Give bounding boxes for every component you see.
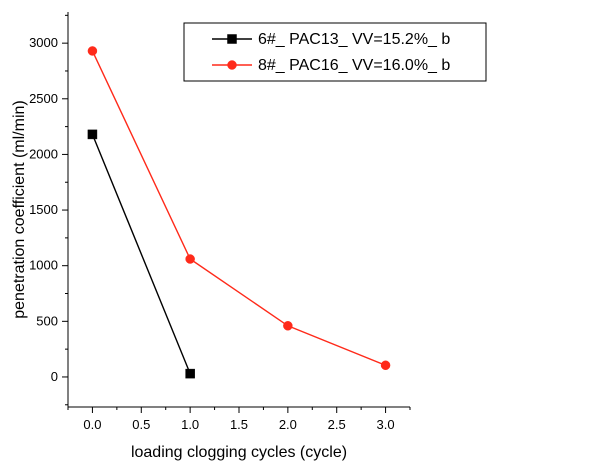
- x-tick-label: 0.0: [83, 417, 101, 432]
- series-layer: [87, 46, 391, 379]
- legend: 6#_ PAC13_ VV=15.2%_ b 8#_ PAC16_ VV=16.0…: [183, 22, 487, 82]
- x-tick-label: 2.0: [279, 417, 297, 432]
- y-tick-label: 2500: [29, 91, 58, 106]
- x-tick-label: 3.0: [377, 417, 395, 432]
- y-axis-title: penetration coefficient (ml/min): [11, 100, 28, 318]
- data-point: [283, 321, 293, 331]
- legend-marker: [227, 60, 237, 70]
- x-tick-label: 1.0: [181, 417, 199, 432]
- data-point: [380, 360, 391, 371]
- x-axis-title: loading clogging cycles (cycle): [131, 444, 347, 461]
- legend-marker: [227, 34, 237, 44]
- data-point: [185, 254, 195, 264]
- data-point: [87, 129, 98, 140]
- x-tick-label: 1.5: [230, 417, 248, 432]
- legend-label: 6#_ PAC13_ VV=15.2%_ b: [258, 31, 450, 48]
- axes: 0.0 0.5 1.0 1.5 2.0 2.5 3.0 0 500 1000 1500 2000 250…: [29, 12, 411, 432]
- series-line: [91, 134, 191, 374]
- y-tick-label: 0: [51, 369, 58, 384]
- series-line: [91, 50, 386, 366]
- legend-label: 8#_ PAC16_ VV=16.0%_ b: [258, 57, 450, 74]
- x-tick-label: 0.5: [132, 417, 150, 432]
- y-tick-label: 500: [36, 313, 58, 328]
- data-point: [185, 368, 195, 379]
- y-tick-label: 1000: [29, 258, 58, 273]
- y-tick-label: 3000: [29, 35, 58, 50]
- legend-box: [183, 22, 487, 82]
- x-tick-label: 2.5: [328, 417, 346, 432]
- data-point: [87, 46, 98, 56]
- y-tick-label: 2000: [29, 146, 58, 161]
- y-tick-label: 1500: [29, 202, 58, 217]
